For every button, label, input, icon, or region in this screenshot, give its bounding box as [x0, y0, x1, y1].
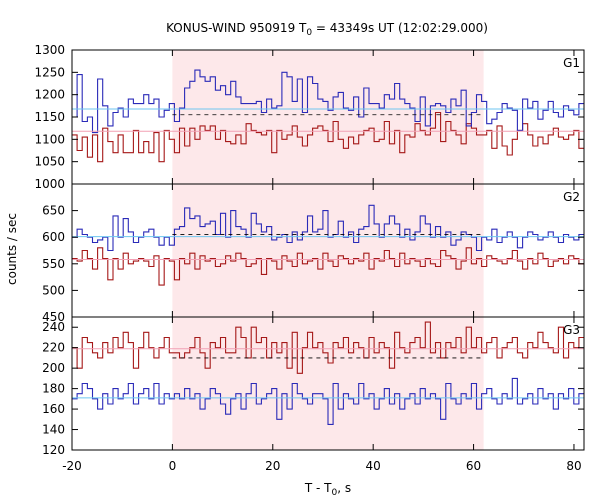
y-tick-label: 600 [42, 230, 65, 244]
blue-series-line [72, 69, 584, 134]
y-tick-label: 1000 [34, 177, 65, 191]
x-tick-label: 60 [466, 459, 481, 473]
y-tick-label: 180 [42, 382, 65, 396]
y-tick-label: 1050 [34, 155, 65, 169]
y-tick-label: 200 [42, 361, 65, 375]
y-tick-label: 1300 [34, 43, 65, 57]
red-series-line [72, 321, 584, 374]
x-tick-label: -20 [62, 459, 82, 473]
y-tick-label: 500 [42, 283, 65, 297]
y-tick-label: 1100 [34, 132, 65, 146]
red-series-line [72, 247, 584, 286]
x-label-subscript: 0 [332, 488, 338, 498]
title-rest: = 43349s UT (12:02:29.000) [312, 21, 488, 35]
panel-g1: 1000 1050 1100 1150 1200 1250 1300 G1 [34, 43, 585, 191]
shaded-interval [172, 184, 484, 317]
red-series-line [72, 111, 584, 163]
shaded-interval [172, 317, 484, 450]
y-tick-label: 650 [42, 204, 65, 218]
y-tick-label: 220 [42, 341, 65, 355]
x-tick-label: 80 [566, 459, 581, 473]
x-tick-label: 0 [169, 459, 177, 473]
x-tick-label: 20 [265, 459, 280, 473]
x-label-main: T - T [304, 481, 332, 495]
y-tick-label: 160 [42, 402, 65, 416]
panel-g3: 120 140 160 180 200 220 240 G3 [42, 316, 585, 457]
title-main: KONUS-WIND 950919 T [166, 21, 307, 35]
panel-label: G2 [563, 190, 580, 204]
panel-frame [71, 316, 585, 451]
title-subscript: 0 [306, 28, 312, 38]
panel-label: G3 [563, 323, 580, 337]
plot-area: 1000105011001150120012501300G14505005506… [34, 43, 585, 473]
x-tick-label: 40 [366, 459, 381, 473]
y-tick-label: 1200 [34, 88, 65, 102]
y-tick-label: 120 [42, 443, 65, 457]
shaded-interval [172, 50, 484, 184]
y-tick-label: 450 [42, 310, 65, 324]
blue-series-line [72, 204, 584, 252]
y-tick-label: 1150 [34, 110, 65, 124]
chart-title: KONUS-WIND 950919 T0 = 43349s UT (12:02:… [166, 21, 488, 38]
y-tick-label: 240 [42, 320, 65, 334]
y-axis-label: counts / sec [5, 213, 19, 285]
y-tick-label: 1250 [34, 65, 65, 79]
x-label-rest: , s [337, 481, 351, 495]
panel-label: G1 [563, 56, 580, 70]
x-axis-label: T - T0, s [304, 481, 351, 498]
y-tick-label: 550 [42, 257, 65, 271]
y-tick-label: 140 [42, 423, 65, 437]
panel-g2: 450 500 550 600 650 G2 [42, 183, 585, 324]
blue-series-line [72, 377, 584, 425]
